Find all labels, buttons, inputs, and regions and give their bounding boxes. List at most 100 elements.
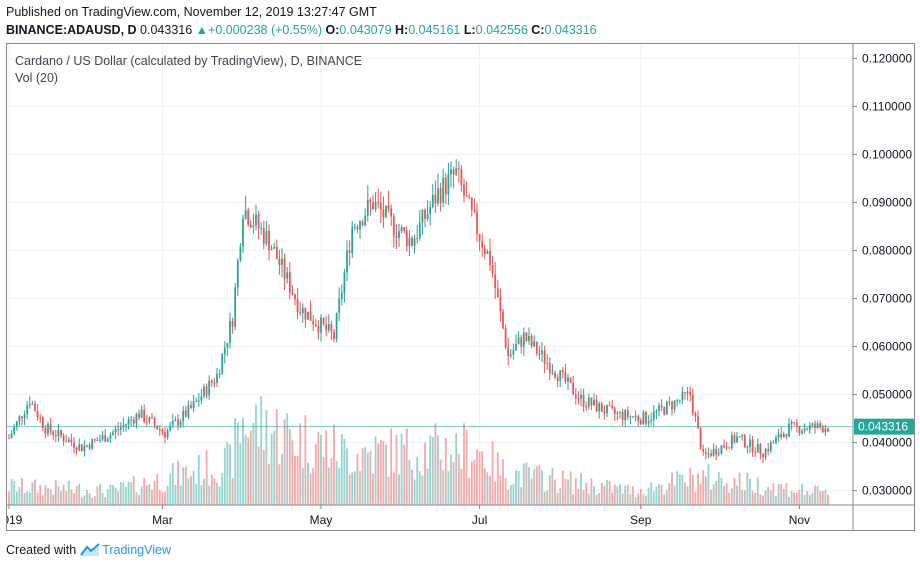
chart-frame[interactable]: 0.120000 0.110000 0.100000 0.090000 0.080000… — [6, 43, 915, 531]
volume-bar — [437, 435, 439, 505]
volume-bar — [678, 474, 681, 505]
volume-bar — [356, 453, 359, 505]
volume-bar — [174, 484, 177, 505]
volume-bar — [723, 485, 725, 505]
candle-body — [554, 372, 556, 378]
candle-body — [41, 417, 44, 428]
volume-bar — [811, 492, 814, 505]
volume-bar — [486, 472, 489, 505]
volume-bar — [403, 444, 406, 505]
candle-body — [333, 331, 335, 339]
y-tick-label: 0.030000 — [862, 484, 912, 498]
volume-bar — [611, 492, 614, 505]
volume-bar — [372, 473, 374, 505]
candle-body — [710, 453, 712, 456]
volume-bar — [574, 478, 577, 505]
x-tick-label: May — [310, 513, 333, 527]
candle-body — [127, 419, 130, 425]
volume-bar — [782, 488, 785, 505]
candle-body — [741, 435, 744, 437]
candle-body — [444, 177, 447, 195]
candle-body — [47, 423, 49, 434]
volume-bar — [260, 396, 263, 505]
candle-body — [429, 207, 432, 214]
volume-bar — [522, 463, 525, 505]
candle-body — [655, 410, 658, 412]
volume-bar — [788, 496, 790, 505]
volume-bar — [736, 485, 738, 505]
candle-body — [301, 307, 304, 314]
candle-body — [252, 225, 255, 228]
tradingview-logo-icon — [80, 543, 100, 556]
candle-body — [96, 439, 99, 441]
volume-bar — [629, 494, 632, 505]
candle-body — [122, 424, 125, 428]
volume-bar — [26, 491, 29, 505]
candle-body — [143, 409, 146, 422]
candle-body — [814, 423, 816, 428]
volume-bar — [247, 437, 250, 505]
candle-body — [15, 421, 18, 428]
tradingview-brand[interactable]: TradingView — [102, 543, 171, 557]
volume-bar — [314, 444, 317, 505]
y-tick-label: 0.040000 — [862, 436, 912, 450]
candle-body — [359, 221, 361, 230]
candle-body — [621, 411, 624, 421]
candle-body — [229, 320, 231, 343]
volume-bar — [429, 435, 432, 505]
volume-bar — [377, 443, 380, 505]
volume-bar — [642, 494, 645, 505]
volume-bar — [179, 485, 182, 505]
candle-body — [161, 429, 164, 433]
volume-bar — [145, 485, 148, 505]
candle-body — [265, 230, 268, 244]
volume-bar — [572, 493, 575, 505]
candle-body — [385, 205, 387, 218]
volume-bar — [707, 464, 710, 505]
candle-body — [574, 394, 577, 399]
candle-body — [34, 403, 36, 411]
candle-body — [751, 439, 754, 452]
candle-body — [75, 447, 78, 451]
candle-body — [294, 294, 296, 300]
volume-bar — [138, 495, 140, 505]
volume-bar — [361, 448, 364, 505]
volume-bar — [44, 485, 47, 505]
volume-bar — [793, 492, 796, 505]
volume-bar — [624, 485, 627, 505]
change-up-icon: ▲ — [195, 23, 209, 37]
candle-body — [262, 228, 265, 244]
volume-bar — [762, 495, 764, 505]
candle-body — [777, 433, 780, 438]
candle-body — [743, 435, 746, 448]
y-tick-label: 0.060000 — [862, 340, 912, 354]
volume-bar — [75, 486, 78, 505]
candle-body — [234, 287, 237, 327]
volume-bar — [320, 434, 322, 505]
candle-body — [426, 213, 429, 219]
candle-body — [88, 445, 91, 449]
symbol: BINANCE:ADAUSD, D — [6, 23, 137, 37]
candle-body — [52, 431, 55, 436]
volume-bar — [104, 497, 107, 505]
volume-bar — [70, 489, 73, 505]
candle-body — [101, 435, 104, 440]
volume-bar — [15, 491, 18, 505]
candle-body — [317, 326, 320, 333]
price-chart[interactable]: 0.120000 0.110000 0.100000 0.090000 0.080000… — [7, 44, 914, 530]
volume-bar — [759, 494, 762, 505]
volume-bar — [296, 455, 299, 505]
candle-body — [507, 347, 510, 356]
volume-bar — [325, 430, 328, 505]
volume-bar — [192, 470, 195, 505]
candle-body — [668, 401, 671, 403]
volume-bar — [249, 430, 252, 505]
volume-bar — [512, 484, 515, 505]
volume-bar — [473, 459, 476, 505]
candle-body — [288, 272, 291, 293]
candle-body — [218, 373, 221, 375]
volume-bar — [400, 433, 403, 505]
candle-body — [442, 177, 445, 203]
volume-bar — [691, 474, 694, 505]
volume-bar — [351, 472, 354, 505]
